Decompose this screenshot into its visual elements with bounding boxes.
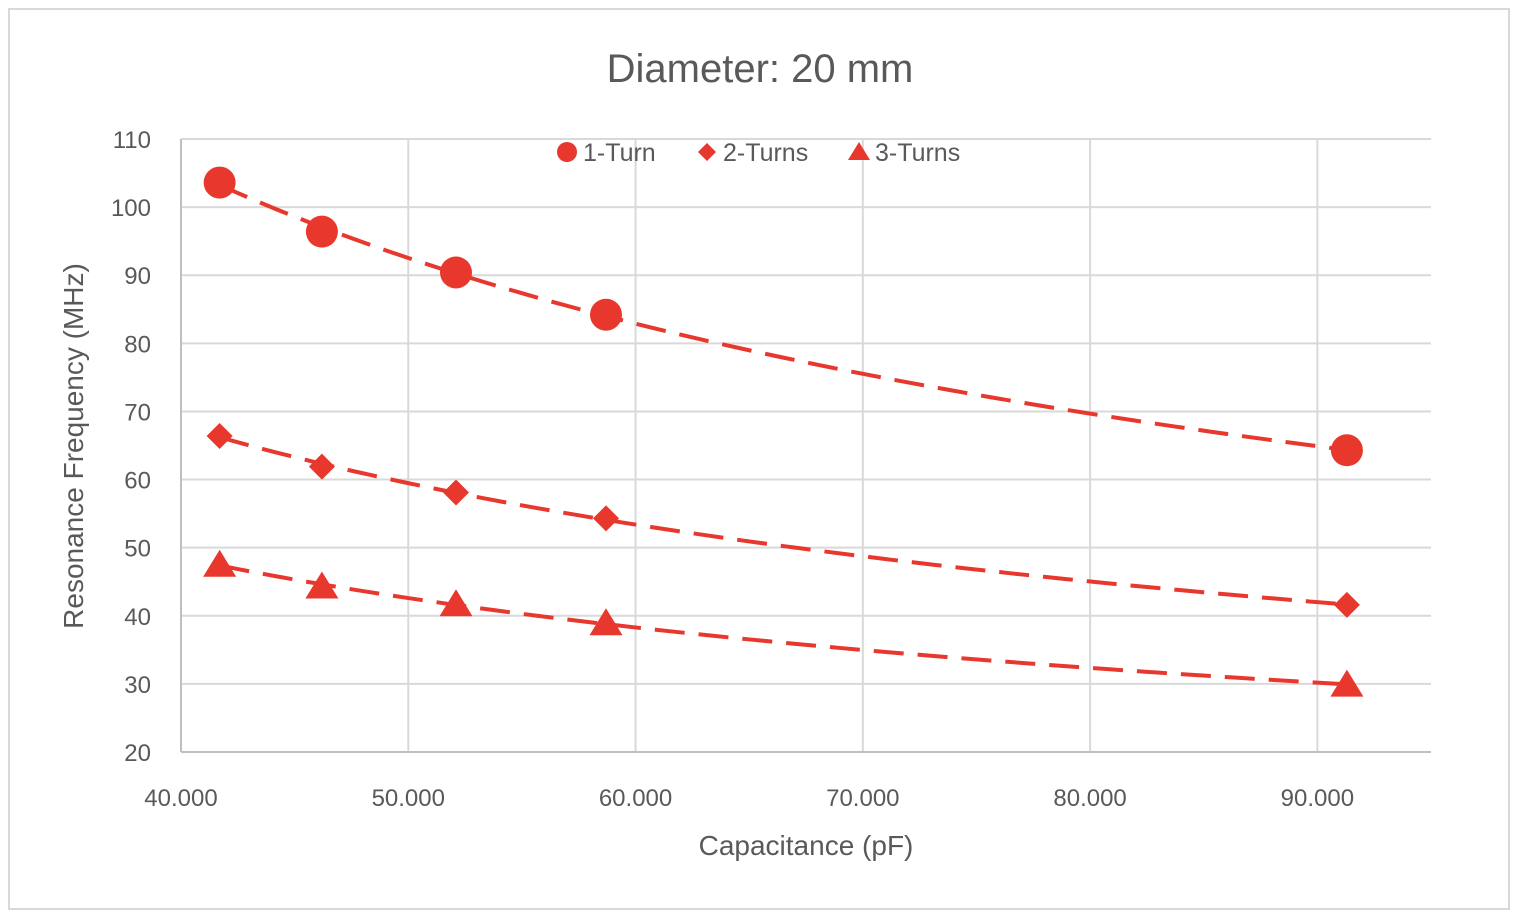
data-point-1-turn xyxy=(440,256,472,289)
legend-marker-3-turns xyxy=(848,142,870,160)
data-point-2-turns xyxy=(443,479,469,506)
y-tick-label: 70 xyxy=(124,399,151,426)
legend-marker-1-turn xyxy=(557,142,577,162)
x-axis-title: Capacitance (pF) xyxy=(699,830,914,861)
x-tick-label: 40.000 xyxy=(144,785,217,812)
y-tick-label: 100 xyxy=(111,195,151,222)
legend-label-3-turns: 3-Turns xyxy=(875,139,960,167)
data-point-3-turns xyxy=(439,589,473,617)
data-point-1-turn xyxy=(305,215,338,248)
legend-label-1-turn: 1-Turn xyxy=(583,139,656,167)
y-tick-label: 20 xyxy=(124,740,151,767)
x-tick-label: 80.000 xyxy=(1053,785,1126,812)
data-point-2-turns xyxy=(308,453,335,480)
y-tick-label: 90 xyxy=(124,263,151,290)
trendline-3-turns xyxy=(219,563,1348,687)
y-tick-label: 50 xyxy=(124,536,151,563)
gridlines xyxy=(181,138,1431,752)
x-tick-label: 50.000 xyxy=(372,785,445,812)
x-tick-label: 90.000 xyxy=(1281,785,1354,812)
data-point-3-turns xyxy=(305,571,339,599)
y-tick-label: 30 xyxy=(124,672,151,699)
trendline-2-turns xyxy=(219,435,1348,607)
data-point-3-turns xyxy=(589,608,623,636)
x-tick-label: 60.000 xyxy=(599,785,672,812)
trendline-1-turn xyxy=(218,183,1348,452)
data-point-3-turns xyxy=(203,549,237,577)
data-points xyxy=(203,166,1364,697)
y-tick-label: 40 xyxy=(124,604,151,631)
axes: 20 30 40 50 60 70 80 90 100 110 40.000 50.000 60.000… xyxy=(111,127,1431,812)
y-tick-label: 80 xyxy=(124,331,151,358)
data-point-1-turn xyxy=(203,166,236,199)
data-point-1-turn xyxy=(1330,434,1363,467)
data-point-2-turns xyxy=(593,505,619,532)
data-point-2-turns xyxy=(1333,591,1360,618)
data-point-3-turns xyxy=(1330,669,1364,697)
x-tick-label: 70.000 xyxy=(826,785,899,812)
chart-title: Diameter: 20 mm xyxy=(607,47,914,91)
y-tick-label: 60 xyxy=(124,468,151,495)
data-point-1-turn xyxy=(590,298,622,331)
chart-frame xyxy=(8,8,1510,910)
legend: 1-Turn 2-Turns 3-Turns xyxy=(557,139,960,167)
y-axis-title: Resonance Frequency (MHz) xyxy=(58,263,89,629)
legend-label-2-turns: 2-Turns xyxy=(723,139,808,167)
y-tick-label: 110 xyxy=(113,127,151,154)
trendlines xyxy=(218,183,1348,687)
legend-marker-2-turns xyxy=(698,143,716,161)
data-point-2-turns xyxy=(206,422,233,449)
